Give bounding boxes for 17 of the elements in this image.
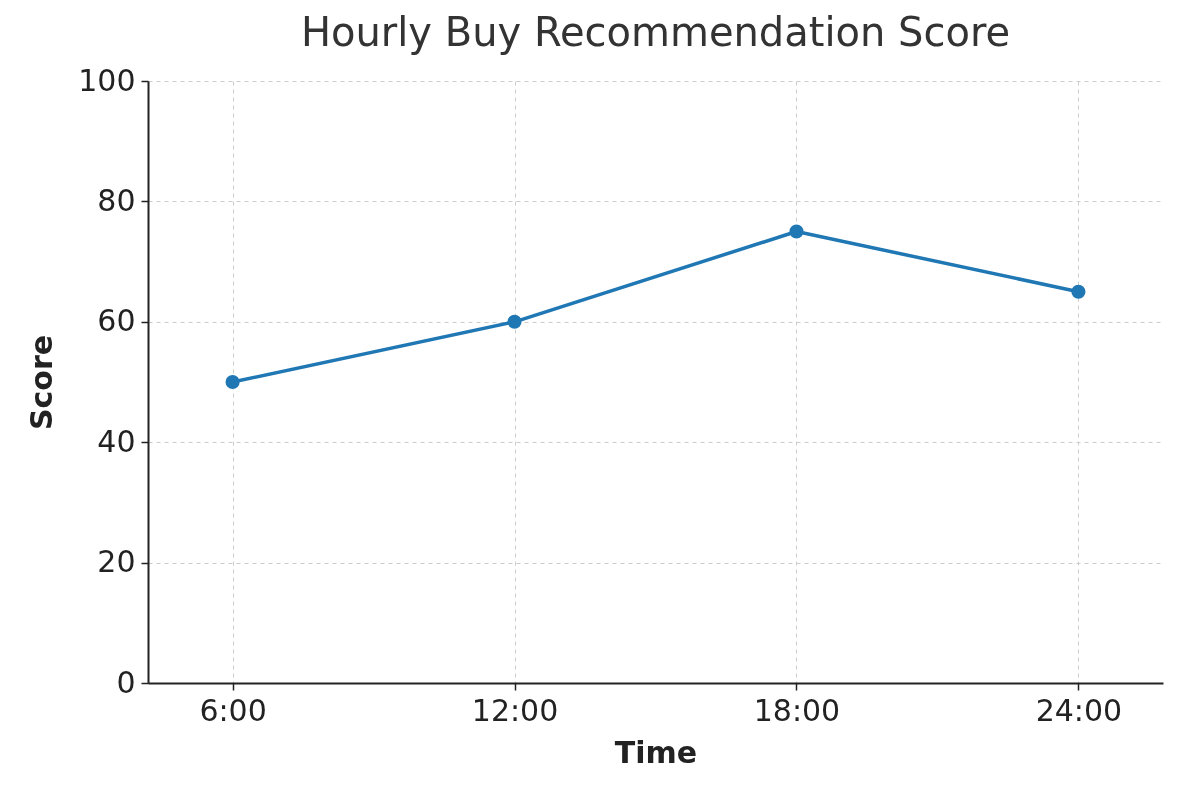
x-tick-label: 12:00 [471, 692, 559, 728]
point [225, 374, 240, 390]
x-tick-label: 6:00 [199, 692, 267, 728]
y-tick-label: 80 [97, 182, 136, 218]
x-axis-title: Time [614, 734, 698, 770]
x-tick-label: 18:00 [753, 692, 841, 728]
y-tick-label: 60 [97, 303, 136, 339]
chart-title: Hourly Buy Recommendation Score [300, 9, 1011, 55]
point [789, 224, 804, 239]
y-tick-label: 0 [116, 664, 136, 700]
point [507, 314, 522, 329]
y-tick-label: 100 [78, 62, 136, 98]
point [1071, 284, 1086, 299]
y-tick-label: 20 [97, 544, 136, 580]
y-axis-title: Score [24, 334, 60, 431]
y-tick-label: 40 [97, 423, 136, 459]
x-tick-label: 24:00 [1035, 692, 1123, 728]
